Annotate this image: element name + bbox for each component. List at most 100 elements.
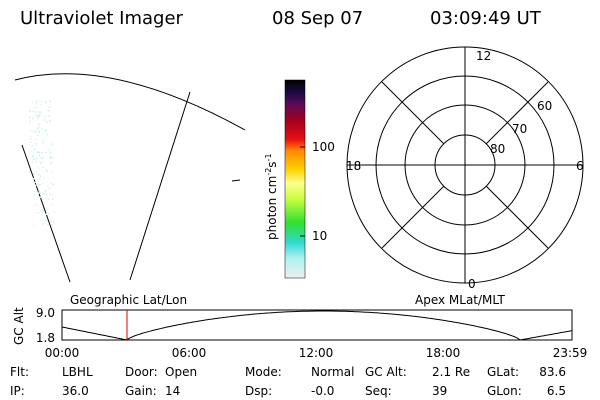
pixel (32, 110, 34, 113)
pixel (46, 121, 48, 123)
pixel (38, 131, 40, 133)
pixel (49, 155, 52, 157)
pixel (34, 148, 36, 151)
pixel (51, 224, 54, 226)
x-label: 23:59 (553, 346, 588, 360)
pixel (46, 133, 48, 136)
pixel (51, 171, 53, 173)
pixel (51, 157, 54, 159)
pixel (52, 198, 54, 200)
pixel (45, 193, 48, 195)
pixel (37, 127, 40, 130)
info-label: Dsp: (245, 384, 272, 398)
pixel (42, 131, 45, 134)
pixel (53, 210, 55, 213)
pixel (36, 100, 38, 103)
pixel (29, 135, 31, 137)
pixel (42, 223, 45, 225)
pixel (44, 190, 47, 192)
pixel (33, 107, 36, 109)
pixel (37, 117, 39, 120)
y-label: 1.8 (36, 331, 55, 345)
pixel (33, 178, 35, 180)
meridian (129, 91, 191, 281)
pixel (39, 113, 41, 116)
pixel (44, 101, 47, 103)
pixel (37, 184, 39, 186)
altitude-panel: Geographic Lat/Lon Apex MLat/MLT GC Alt … (12, 293, 587, 360)
pixel (38, 212, 40, 214)
x-label: 06:00 (172, 346, 207, 360)
pixel (45, 129, 47, 131)
pixel (40, 103, 42, 106)
pixel (41, 170, 43, 172)
x-label: 00:00 (45, 346, 80, 360)
pixel (48, 106, 51, 108)
pixel (39, 111, 41, 114)
info-value: Open (165, 365, 197, 379)
pixel (46, 220, 48, 222)
pixel (30, 138, 32, 140)
pixel (33, 157, 36, 160)
pixel (47, 109, 50, 112)
pixel (41, 141, 44, 144)
pixel (38, 154, 40, 157)
info-label: Door: (125, 365, 158, 379)
pixel (35, 114, 38, 116)
pixel (34, 143, 37, 145)
pixel (41, 100, 44, 102)
pixel (43, 192, 45, 195)
pixel (49, 152, 52, 154)
pixel (37, 192, 40, 194)
pixel (44, 213, 46, 215)
pixel (50, 220, 52, 223)
lat-label: 60 (537, 99, 552, 113)
pixel (39, 176, 41, 178)
info-value: 2.1 Re (432, 365, 470, 379)
time: 03:09:49 UT (430, 8, 542, 29)
pixel (34, 212, 37, 214)
pixel (45, 169, 47, 171)
x-label: 12:00 (299, 346, 334, 360)
pixel (34, 181, 36, 184)
limb (14, 73, 246, 131)
info-label: GC Alt: (365, 365, 407, 379)
auroral-emission (28, 100, 55, 227)
pixel (33, 110, 35, 113)
pixel (37, 166, 40, 168)
pixel (39, 178, 41, 181)
pixel (50, 218, 52, 220)
pixel (35, 184, 37, 187)
axis-label: GC Alt (12, 307, 26, 345)
pixel (38, 168, 40, 170)
pixel (46, 208, 49, 211)
pixel (45, 130, 47, 132)
pixel (38, 100, 41, 102)
y-label: 9.0 (36, 306, 55, 320)
pixel (42, 166, 44, 169)
pixel (35, 158, 38, 160)
pixel (34, 114, 36, 117)
info-label: Gain: (125, 384, 157, 398)
pixel (38, 190, 41, 193)
pixel (37, 115, 39, 117)
x-label: 18:00 (426, 346, 461, 360)
pixel (45, 213, 48, 215)
pixel (39, 192, 41, 194)
date: 08 Sep 07 (272, 8, 363, 29)
pixel (33, 158, 35, 161)
pixel (39, 175, 42, 177)
pixel (41, 152, 43, 154)
color-scale (284, 79, 306, 279)
pixel (28, 120, 31, 123)
info-label: Mode: (245, 365, 282, 379)
pixel (33, 182, 35, 184)
lat-label: 70 (512, 122, 527, 136)
info-value: 6.5 (547, 384, 566, 398)
tick-label: 10 (312, 229, 327, 243)
header: Ultraviolet Imager 08 Sep 07 03:09:49 UT (20, 8, 542, 29)
pixel (48, 187, 50, 190)
pixel (35, 103, 37, 105)
polar-grid: 12 0 18 6 60 70 80 (346, 46, 584, 291)
pixel (36, 151, 39, 154)
